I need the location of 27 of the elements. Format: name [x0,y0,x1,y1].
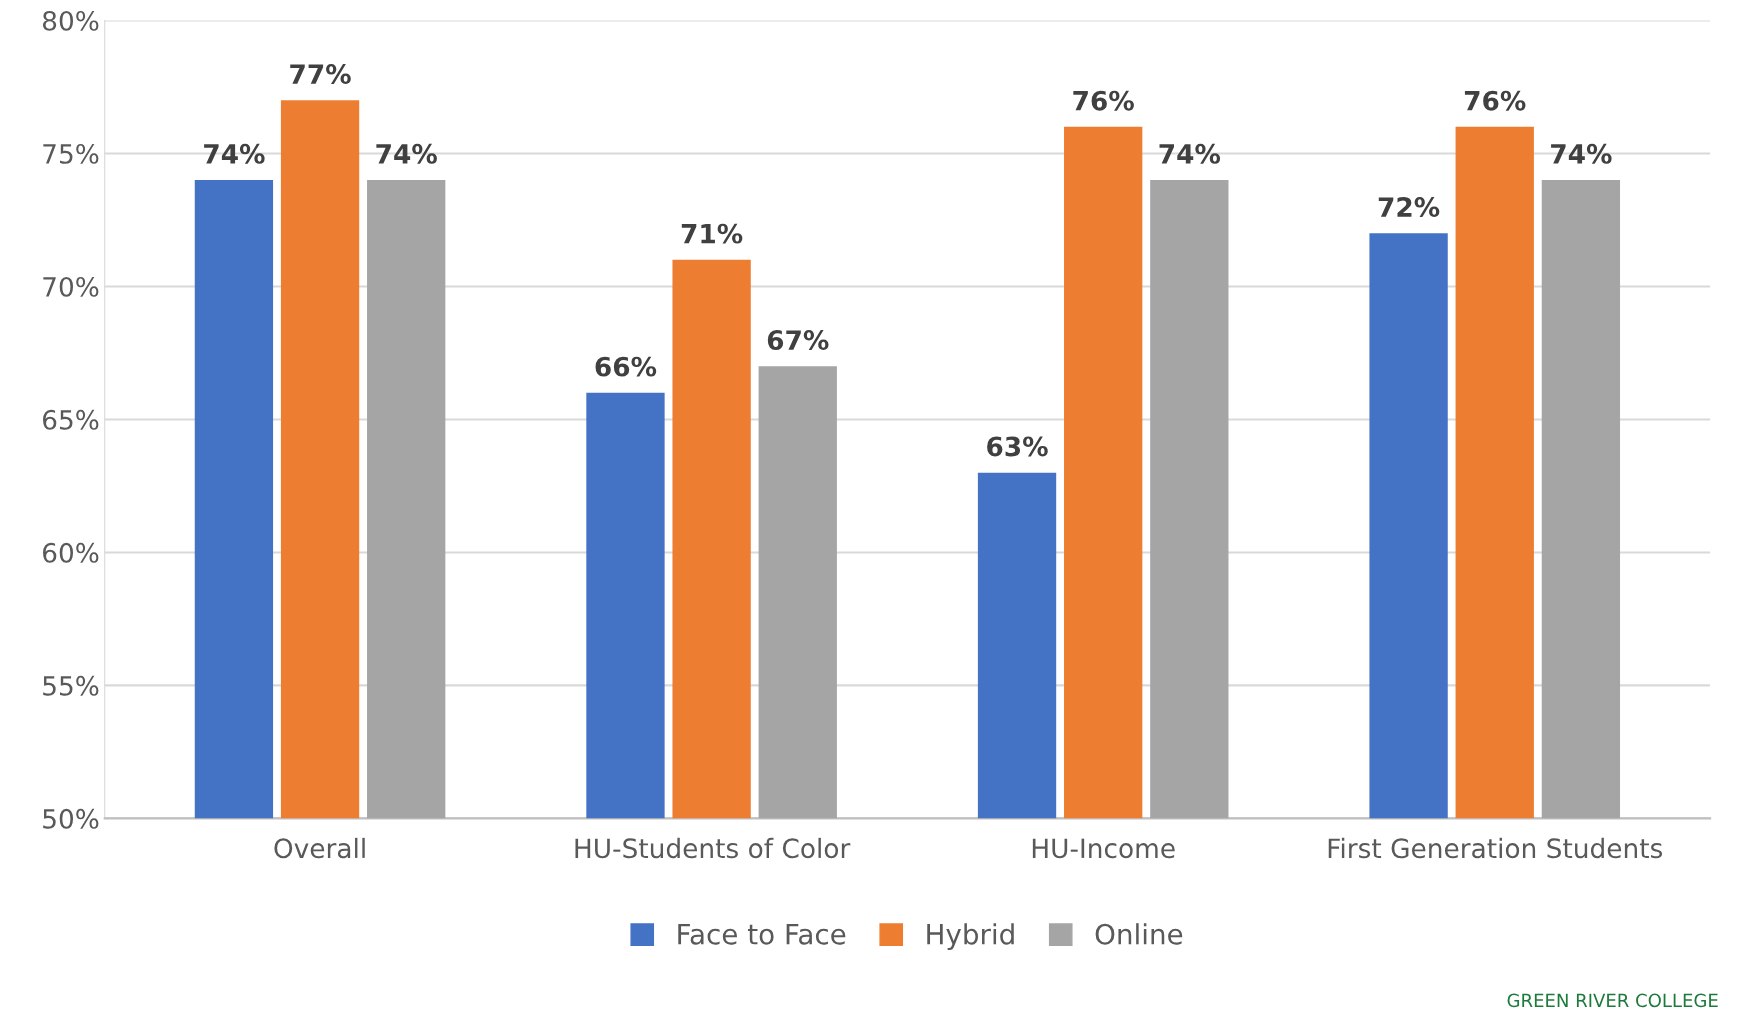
x-tick-label: Overall [274,837,365,859]
y-tick-label: 50% [43,808,99,829]
y-tick-label: 60% [43,542,99,563]
data-label: 67% [767,330,829,351]
x-tick-label: HU-Students of Color [575,837,851,859]
data-label: 76% [1464,90,1526,111]
legend-label: Face to Face [678,924,846,945]
x-tick-label: HU-Income [1032,838,1175,859]
data-label: 66% [595,356,657,377]
y-tick-label: 70% [43,276,99,297]
data-label: 71% [681,223,743,244]
data-label: 74% [204,143,265,164]
data-label: 74% [1159,143,1221,164]
y-tick-label: 55% [43,675,99,696]
x-tick-label: First Generation Students [1328,837,1663,859]
data-label: 72% [1378,197,1440,218]
data-label: 74% [1551,143,1612,164]
y-tick-label: 80% [42,10,99,31]
data-label: 63% [987,436,1048,457]
data-label: 74% [376,143,437,164]
text: GREEN RIVER COLLEGE [1507,993,1718,1008]
y-tick-label: 75% [43,143,99,164]
data-label: 77% [290,64,351,85]
legend-label: Online [1095,923,1183,945]
legend-label: Hybrid [927,923,1014,951]
data-label: 76% [1073,90,1134,111]
y-tick-label: 65% [43,409,99,430]
